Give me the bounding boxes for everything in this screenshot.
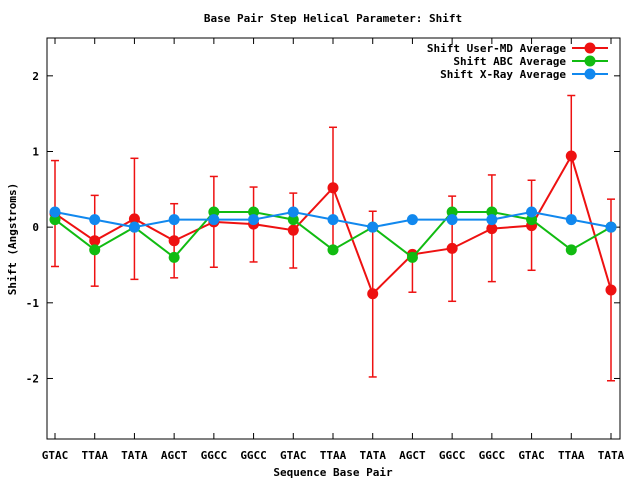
x-tick-label: GGCC — [201, 449, 228, 462]
data-point — [208, 206, 220, 218]
data-point — [128, 221, 140, 233]
data-point — [287, 206, 299, 218]
x-tick-label: TATA — [359, 449, 386, 462]
data-point — [89, 214, 101, 226]
data-point — [446, 242, 458, 254]
x-tick-label: TTAA — [81, 449, 108, 462]
data-point — [89, 244, 101, 256]
x-tick-label: GTAC — [518, 449, 545, 462]
data-point — [248, 214, 260, 226]
data-point — [327, 182, 339, 194]
data-point — [287, 214, 299, 226]
x-tick-label: GGCC — [479, 449, 506, 462]
data-point — [89, 235, 101, 247]
x-axis-label: Sequence Base Pair — [273, 466, 393, 479]
y-axis-ticks: -2 -1 0 1 2 — [26, 70, 620, 385]
data-point — [605, 284, 617, 296]
y-tick-label: 2 — [32, 70, 39, 83]
legend-swatch-marker — [584, 55, 596, 67]
data-point — [526, 214, 538, 226]
data-point — [367, 288, 379, 300]
data-point — [49, 214, 61, 226]
data-point — [406, 251, 418, 263]
series-2 — [49, 206, 617, 263]
data-point — [565, 150, 577, 162]
data-point — [446, 206, 458, 218]
y-tick-label: 0 — [32, 221, 39, 234]
data-point — [327, 214, 339, 226]
x-tick-label: TATA — [598, 449, 625, 462]
data-point — [565, 244, 577, 256]
x-tick-label: GTAC — [42, 449, 69, 462]
legend-label: Shift ABC Average — [453, 55, 566, 68]
data-point — [248, 206, 260, 218]
data-point — [168, 235, 180, 247]
legend-swatch-marker — [584, 42, 596, 54]
x-tick-label: TTAA — [558, 449, 585, 462]
data-point — [327, 244, 339, 256]
data-point — [367, 221, 379, 233]
y-axis-label: Shift (Angstroms) — [6, 183, 19, 296]
data-point — [128, 213, 140, 225]
chart-title: Base Pair Step Helical Parameter: Shift — [204, 12, 462, 25]
data-point — [565, 214, 577, 226]
data-point — [168, 251, 180, 263]
x-tick-label: AGCT — [161, 449, 188, 462]
legend-label: Shift X-Ray Average — [440, 68, 566, 81]
x-tick-label: GTAC — [280, 449, 307, 462]
series-layer — [49, 94, 617, 382]
x-tick-label: GGCC — [240, 449, 267, 462]
data-point — [168, 214, 180, 226]
x-tick-label: AGCT — [399, 449, 426, 462]
series-1 — [49, 94, 617, 382]
data-point — [406, 214, 418, 226]
y-tick-label: -2 — [26, 372, 39, 385]
x-tick-label: TTAA — [320, 449, 347, 462]
legend-swatch-marker — [584, 68, 596, 80]
legend-label: Shift User-MD Average — [427, 42, 566, 55]
y-tick-label: -1 — [26, 297, 40, 310]
data-point — [287, 224, 299, 236]
series-3 — [49, 206, 617, 233]
y-tick-label: 1 — [32, 145, 39, 158]
data-point — [486, 223, 498, 235]
data-point — [49, 206, 61, 218]
data-point — [208, 214, 220, 226]
data-point — [605, 221, 617, 233]
data-point — [486, 206, 498, 218]
x-tick-label: GGCC — [439, 449, 466, 462]
data-point — [526, 206, 538, 218]
x-axis-ticks: GTAC TTAA TATA AGCT GGCC GGCC GTAC TTAA TATA AGCT… — [42, 38, 625, 462]
x-tick-label: TATA — [121, 449, 148, 462]
data-point — [486, 214, 498, 226]
data-point — [446, 214, 458, 226]
